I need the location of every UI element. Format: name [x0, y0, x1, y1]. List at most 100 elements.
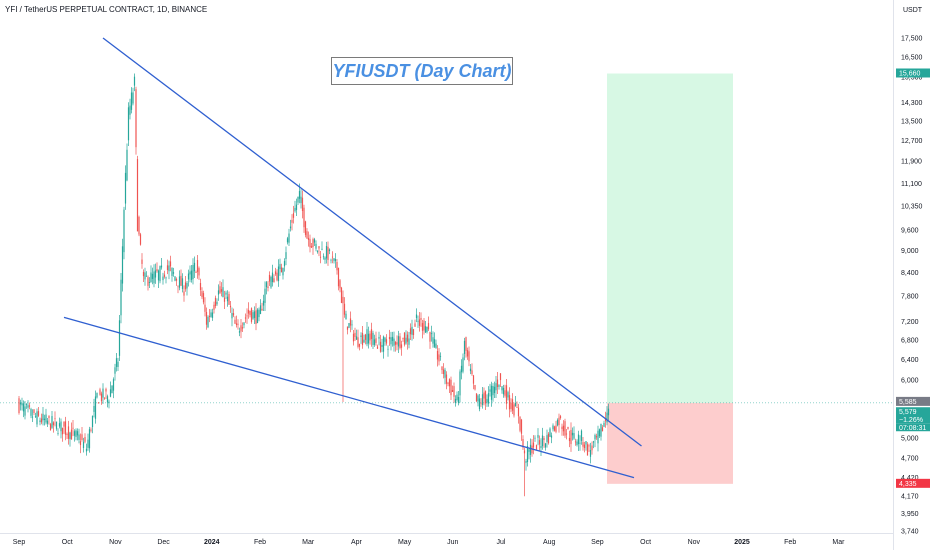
- candle: [445, 371, 448, 390]
- candle: [262, 294, 265, 312]
- candle: [115, 352, 118, 372]
- candle: [435, 339, 437, 349]
- candle: [499, 373, 502, 388]
- candle: [138, 215, 140, 237]
- candle: [109, 381, 112, 398]
- candle: [244, 313, 247, 323]
- candle: [525, 458, 527, 471]
- candle: [453, 382, 455, 403]
- candle: [45, 408, 47, 425]
- candle: [22, 400, 25, 418]
- candle: [105, 387, 107, 399]
- price-tick-label: 14,300: [901, 100, 923, 107]
- candle: [429, 331, 431, 349]
- candle: [484, 390, 487, 410]
- candle: [54, 411, 56, 427]
- candle: [433, 332, 436, 349]
- candle: [99, 387, 101, 396]
- stop-zone[interactable]: [607, 402, 733, 484]
- trendline-lower[interactable]: [63, 316, 635, 479]
- candle: [457, 390, 460, 406]
- candle: [567, 426, 569, 430]
- candle: [63, 421, 65, 434]
- candle: [30, 407, 32, 419]
- candle: [556, 418, 559, 427]
- candle: [31, 409, 34, 423]
- symbol-header[interactable]: YFI / TetherUS PERPETUAL CONTRACT, 1D, B…: [5, 5, 208, 14]
- candle: [97, 402, 100, 404]
- candle: [600, 423, 602, 441]
- candle: [141, 253, 143, 269]
- time-tick-label: Oct: [62, 539, 73, 546]
- price-marker: 4,335: [896, 478, 930, 488]
- candle: [505, 378, 508, 410]
- candle: [274, 267, 277, 276]
- candle: [204, 297, 206, 317]
- candle: [280, 263, 283, 273]
- candle: [409, 323, 412, 340]
- candle: [405, 330, 407, 345]
- candle: [430, 325, 433, 342]
- time-tick-label: Feb: [254, 539, 266, 546]
- candle: [64, 416, 67, 441]
- candle: [315, 240, 317, 252]
- candle: [436, 345, 439, 367]
- candle: [285, 246, 287, 266]
- candle: [564, 418, 566, 438]
- candle: [523, 447, 526, 497]
- candle: [477, 394, 479, 407]
- candle: [84, 433, 86, 444]
- svg-text:4,335: 4,335: [899, 481, 917, 488]
- candle: [324, 256, 326, 264]
- candle: [241, 322, 244, 332]
- candle: [426, 326, 428, 334]
- candle: [366, 322, 368, 347]
- price-tick-label: 6,000: [901, 377, 919, 384]
- candle: [451, 385, 454, 393]
- candle: [358, 343, 361, 351]
- price-axis-border: [893, 0, 894, 550]
- price-tick-label: 17,500: [901, 36, 923, 43]
- candle: [253, 306, 256, 325]
- candle: [90, 427, 92, 433]
- candle: [337, 267, 340, 291]
- svg-text:15,660: 15,660: [899, 70, 921, 77]
- candle: [67, 420, 70, 445]
- candle: [235, 315, 238, 328]
- time-axis-border: [0, 533, 893, 534]
- candle: [336, 259, 338, 275]
- candle: [27, 400, 29, 413]
- candle: [357, 329, 359, 349]
- candle: [211, 308, 214, 321]
- candle: [526, 441, 529, 467]
- candle: [420, 312, 422, 327]
- candle: [82, 437, 85, 453]
- candle: [123, 206, 125, 260]
- candle: [66, 432, 68, 439]
- candle: [393, 331, 395, 352]
- price-tick-label: 16,500: [901, 54, 923, 61]
- candle: [42, 406, 44, 426]
- candle: [150, 265, 152, 283]
- candle: [552, 423, 554, 432]
- candle: [189, 265, 191, 283]
- candle: [351, 320, 353, 330]
- candle: [103, 397, 106, 400]
- candle: [555, 420, 557, 434]
- candle: [354, 327, 356, 341]
- target-zone[interactable]: [607, 73, 733, 403]
- candle: [205, 307, 208, 330]
- candle: [334, 253, 337, 268]
- candle: [456, 391, 458, 402]
- candle: [570, 422, 572, 452]
- candle: [541, 427, 544, 450]
- price-tick-label: 15,500: [901, 74, 923, 81]
- price-tick-label: 11,900: [901, 159, 922, 166]
- trendline-upper[interactable]: [102, 37, 642, 447]
- candle: [169, 255, 172, 272]
- candle: [286, 236, 289, 245]
- candle: [55, 421, 58, 431]
- candle: [321, 241, 323, 251]
